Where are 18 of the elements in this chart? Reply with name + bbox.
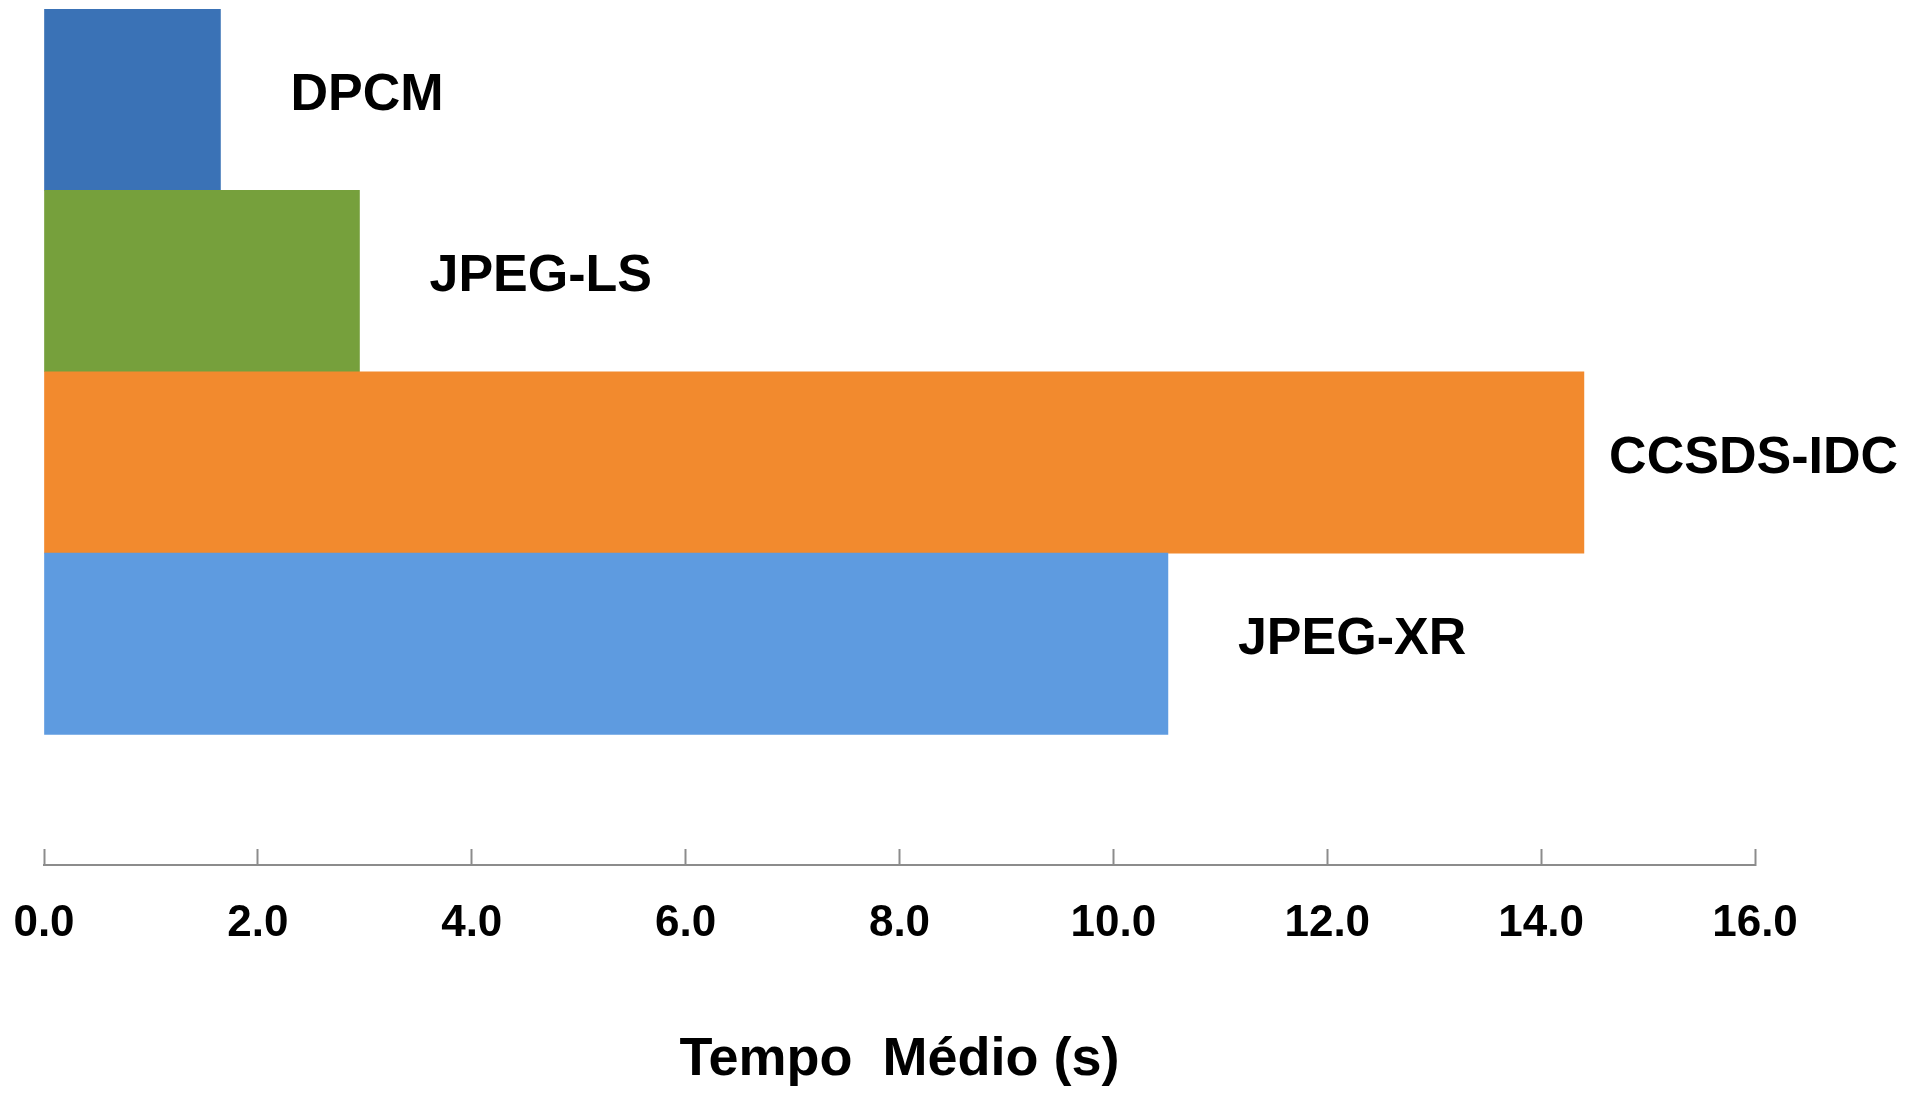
x-tick-label: 12.0	[1284, 895, 1371, 945]
x-tick-label: 4.0	[441, 895, 503, 945]
bar	[44, 190, 360, 373]
y-tick-label: JPEG-XR	[1237, 607, 1467, 666]
x-tick-label: 0.0	[13, 895, 75, 945]
x-tick-label: 8.0	[868, 895, 931, 945]
y-tick-label: DPCM	[290, 63, 444, 122]
x-tick-label: 16.0	[1712, 895, 1798, 945]
y-tick-label: JPEG-LS	[429, 244, 652, 303]
x-tick-label: 2.0	[227, 895, 289, 945]
x-axis-title: Tempo Médio (s)	[679, 1026, 1120, 1087]
x-tick-label: 6.0	[655, 895, 717, 945]
y-tick-label: CCSDS-IDC	[1609, 425, 1899, 484]
x-tick-label: 10.0	[1070, 895, 1157, 945]
x-tick-label: 14.0	[1498, 895, 1584, 945]
bar	[44, 552, 1169, 735]
bar	[44, 371, 1585, 554]
bar	[44, 9, 221, 191]
